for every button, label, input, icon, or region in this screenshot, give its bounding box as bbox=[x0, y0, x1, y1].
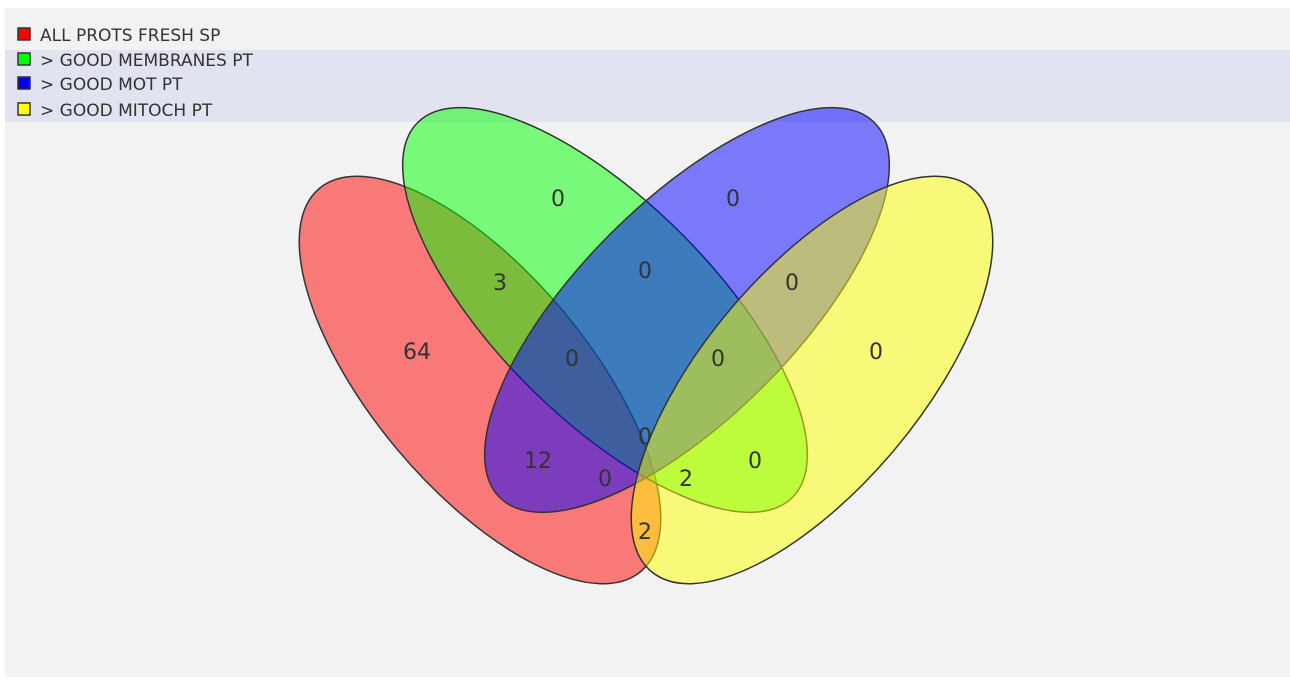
region-count: 2 bbox=[638, 520, 652, 545]
legend-label: > GOOD MOT PT bbox=[40, 75, 183, 95]
region-count: 0 bbox=[711, 347, 725, 372]
region-count: 2 bbox=[679, 467, 693, 492]
region-count: 0 bbox=[598, 467, 612, 492]
legend-label: > GOOD MEMBRANES PT bbox=[40, 51, 253, 71]
region-count: 0 bbox=[551, 187, 565, 212]
region-count: 0 bbox=[785, 271, 799, 296]
legend-band bbox=[5, 50, 1290, 122]
legend-swatch bbox=[17, 52, 31, 66]
legend-swatch bbox=[17, 102, 31, 116]
set-ellipse bbox=[630, 175, 994, 585]
region-count: 0 bbox=[869, 340, 883, 365]
region-count: 0 bbox=[565, 347, 579, 372]
region-count: 3 bbox=[493, 271, 507, 296]
region-count: 0 bbox=[638, 425, 652, 450]
legend-swatch bbox=[17, 27, 31, 41]
legend-swatch bbox=[17, 76, 31, 90]
region-count: 0 bbox=[726, 187, 740, 212]
region-count: 0 bbox=[638, 259, 652, 284]
sets bbox=[298, 106, 994, 585]
region-count: 0 bbox=[748, 449, 762, 474]
region-count: 64 bbox=[403, 340, 431, 365]
legend: ALL PROTS FRESH SP > GOOD MEMBRANES PT > G… bbox=[17, 26, 253, 121]
region-count: 12 bbox=[524, 449, 552, 474]
legend-label: > GOOD MITOCH PT bbox=[40, 101, 213, 121]
region-labels: 64 3 0 0 0 0 0 0 0 12 0 0 0 2 2 bbox=[403, 187, 883, 545]
legend-label: ALL PROTS FRESH SP bbox=[40, 26, 220, 46]
